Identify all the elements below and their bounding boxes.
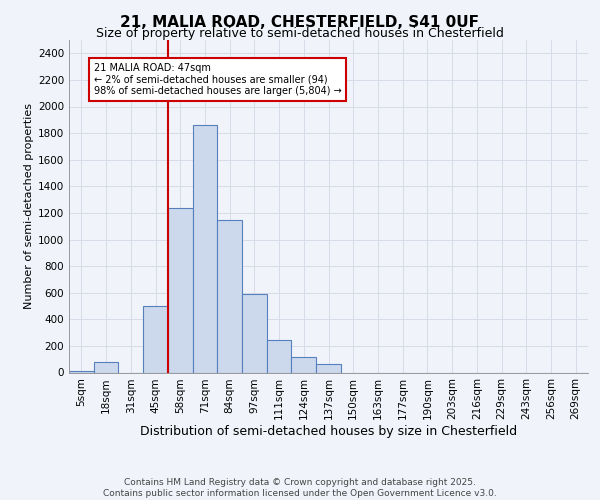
Bar <box>267 340 292 372</box>
Bar <box>316 364 341 372</box>
Bar <box>143 306 168 372</box>
Bar <box>69 370 94 372</box>
Text: Contains HM Land Registry data © Crown copyright and database right 2025.
Contai: Contains HM Land Registry data © Crown c… <box>103 478 497 498</box>
X-axis label: Distribution of semi-detached houses by size in Chesterfield: Distribution of semi-detached houses by … <box>140 425 517 438</box>
Y-axis label: Number of semi-detached properties: Number of semi-detached properties <box>24 104 34 309</box>
Bar <box>292 356 316 372</box>
Bar <box>217 220 242 372</box>
Bar <box>168 208 193 372</box>
Text: 21 MALIA ROAD: 47sqm
← 2% of semi-detached houses are smaller (94)
98% of semi-d: 21 MALIA ROAD: 47sqm ← 2% of semi-detach… <box>94 62 341 96</box>
Bar <box>242 294 267 372</box>
Bar <box>193 125 217 372</box>
Text: 21, MALIA ROAD, CHESTERFIELD, S41 0UF: 21, MALIA ROAD, CHESTERFIELD, S41 0UF <box>121 15 479 30</box>
Text: Size of property relative to semi-detached houses in Chesterfield: Size of property relative to semi-detach… <box>96 28 504 40</box>
Bar <box>94 362 118 372</box>
